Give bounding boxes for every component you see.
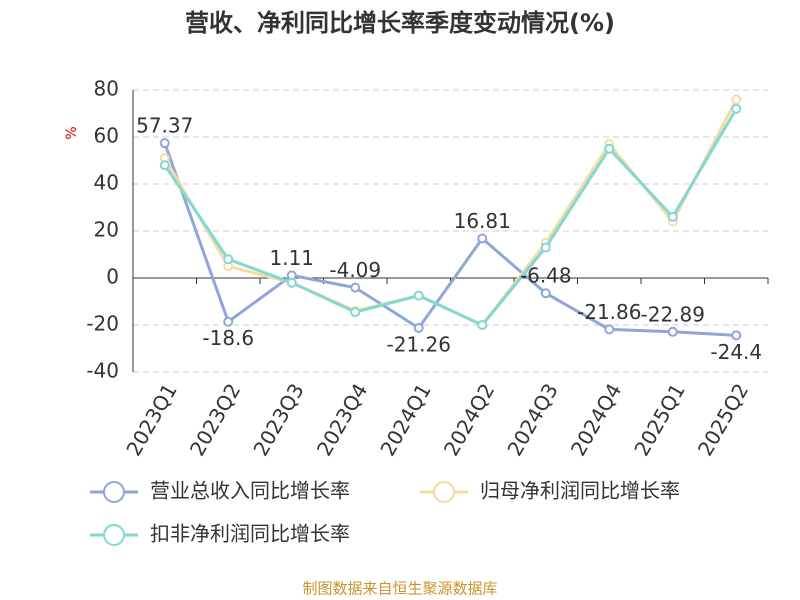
legend-label: 营业总收入同比增长率: [150, 479, 350, 503]
point: [159, 160, 170, 171]
legend-marker: [433, 481, 455, 503]
point: [667, 211, 678, 222]
point: [350, 282, 361, 293]
x-tick-label: 2024Q3: [502, 379, 562, 460]
legend-marker: [103, 524, 125, 546]
data-label: 1.11: [269, 246, 314, 270]
source-note: 制图数据来自恒生聚源数据库: [302, 580, 497, 598]
point: [477, 233, 488, 244]
legend-item: 归母净利润同比增长率: [420, 479, 680, 503]
data-label: -18.6: [202, 326, 254, 350]
point: [413, 322, 424, 333]
x-tick-label: 2024Q4: [566, 379, 626, 460]
point: [731, 330, 742, 341]
data-label: -6.48: [520, 264, 572, 288]
y-tick-label: 20: [94, 218, 119, 242]
x-tick-label: 2023Q4: [312, 379, 372, 460]
x-tick-label: 2025Q1: [629, 379, 689, 460]
series-line: [163, 98, 738, 327]
y-tick-label: -20: [86, 312, 119, 336]
point: [540, 242, 551, 253]
x-tick-label: 2023Q1: [121, 379, 181, 460]
point: [731, 103, 742, 114]
point: [159, 138, 170, 149]
point: [223, 254, 234, 265]
point: [540, 288, 551, 299]
y-tick-label: 0: [106, 265, 119, 289]
point: [477, 320, 488, 330]
legend-label: 扣非净利润同比增长率: [150, 522, 350, 546]
point: [223, 316, 234, 327]
point: [350, 307, 361, 318]
x-tick-label: 2024Q2: [439, 379, 499, 460]
legend-item: 扣非净利润同比增长率: [90, 522, 350, 546]
legend-item: 营业总收入同比增长率: [90, 479, 350, 503]
point: [667, 326, 678, 337]
x-tick-label: 2025Q2: [693, 379, 753, 460]
legend-label: 归母净利润同比增长率: [480, 479, 680, 503]
x-tick-label: 2023Q3: [248, 379, 308, 460]
x-tick-label: 2023Q2: [185, 379, 245, 460]
data-label: -22.89: [641, 302, 705, 326]
y-tick-label: -40: [86, 359, 119, 383]
point: [604, 324, 615, 335]
data-label: -24.4: [710, 340, 762, 364]
series-line: [163, 108, 738, 327]
chart-title: 营收、净利同比增长率季度变动情况(%): [185, 9, 615, 37]
series-line: [163, 142, 737, 337]
data-label: -4.09: [329, 258, 381, 282]
point: [604, 143, 615, 154]
x-tick-label: 2024Q1: [375, 379, 435, 460]
data-label: -21.86: [577, 300, 641, 324]
data-label: -21.26: [387, 332, 451, 356]
legend-marker: [103, 481, 125, 503]
point: [413, 290, 424, 301]
data-label: 57.37: [136, 114, 193, 138]
y-axis-label: %: [64, 126, 80, 139]
point: [286, 277, 297, 288]
point: [731, 94, 742, 105]
data-label: 16.81: [454, 209, 511, 233]
y-tick-label: 80: [94, 77, 119, 101]
y-tick-label: 60: [94, 124, 119, 148]
y-tick-label: 40: [94, 171, 119, 195]
